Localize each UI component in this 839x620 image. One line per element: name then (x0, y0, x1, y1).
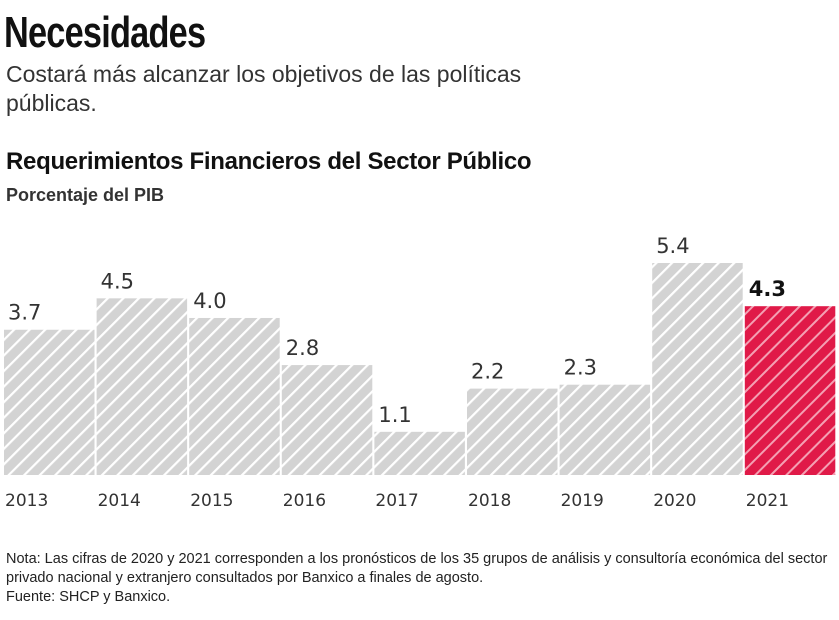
x-tick-label-2017: 2017 (375, 491, 418, 511)
bar-2013 (4, 329, 95, 475)
data-label-2021: 4.3 (749, 277, 786, 301)
x-tick-label-2019: 2019 (561, 491, 604, 511)
source-text: Fuente: SHCP y Banxico. (6, 589, 171, 605)
page-title: Necesidades (4, 8, 206, 57)
bar-2020 (652, 263, 743, 475)
bar-2014 (96, 298, 188, 475)
x-tick-label-2013: 2013 (5, 491, 48, 511)
chart-unit: Porcentaje del PIB (6, 185, 165, 205)
data-label-2016: 2.8 (286, 336, 319, 360)
footnote: Nota: Las cifras de 2020 y 2021 correspo… (6, 550, 836, 607)
x-tick-label-2016: 2016 (283, 491, 326, 511)
note-text: Nota: Las cifras de 2020 y 2021 correspo… (6, 551, 828, 586)
bar-2021 (744, 306, 836, 475)
x-tick-label-2014: 2014 (98, 491, 141, 511)
bar-2017 (374, 431, 465, 475)
chart-title: Requerimientos Financieros del Sector Pú… (6, 148, 532, 175)
bar-2016 (281, 365, 373, 475)
bar-2019 (559, 384, 651, 475)
x-tick-label-2015: 2015 (190, 491, 233, 511)
bar-2015 (189, 317, 280, 475)
data-label-2013: 3.7 (8, 301, 41, 325)
data-label-2020: 5.4 (656, 234, 689, 258)
x-tick-label-2018: 2018 (468, 491, 511, 511)
bar-chart: 3.7 2013 4.5 2014 4.0 2015 2.8 2016 1.1 2017 2.2 20… (4, 234, 836, 511)
data-label-2019: 2.3 (564, 356, 597, 380)
data-label-2015: 4.0 (193, 289, 226, 313)
data-label-2017: 1.1 (378, 403, 411, 427)
page-subtitle: Costará más alcanzar los objetivos de la… (6, 61, 522, 116)
bar-2018 (467, 388, 558, 475)
x-tick-label-2021: 2021 (746, 491, 789, 511)
data-label-2018: 2.2 (471, 360, 504, 384)
data-label-2014: 4.5 (101, 269, 134, 293)
x-tick-label-2020: 2020 (653, 491, 696, 511)
